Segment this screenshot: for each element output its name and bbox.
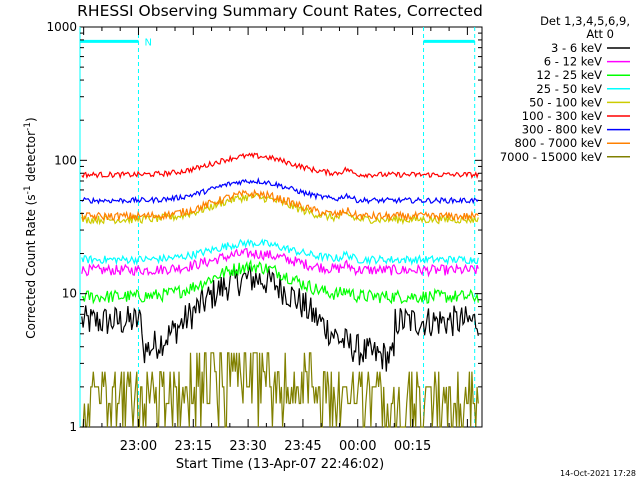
x-tick-label: 23:00 bbox=[120, 439, 157, 454]
legend-entry-label: 6 - 12 keV bbox=[544, 55, 602, 69]
series-path bbox=[81, 152, 479, 180]
series-path bbox=[81, 176, 479, 205]
legend-header-line1: Det 1,3,4,5,6,9, bbox=[540, 14, 630, 28]
x-tick-label: 00:00 bbox=[339, 439, 376, 454]
x-tick-label: 00:15 bbox=[394, 439, 431, 454]
series-path bbox=[81, 193, 479, 226]
series-path bbox=[81, 265, 479, 372]
series-line bbox=[81, 188, 479, 223]
series-line bbox=[81, 238, 479, 266]
y-axis-label-end: ) bbox=[24, 117, 38, 122]
series-line bbox=[81, 176, 479, 205]
footer-timestamp: 14-Oct-2021 17:28 bbox=[560, 469, 636, 478]
legend-entry-label: 7000 - 15000 keV bbox=[500, 150, 602, 164]
series-line bbox=[81, 248, 479, 278]
series-path bbox=[81, 352, 479, 428]
y-axis-label-sup2: -1 bbox=[23, 122, 33, 131]
chart-title: RHESSI Observing Summary Count Rates, Co… bbox=[77, 2, 483, 20]
y-axis-label-sup1: -1 bbox=[23, 185, 33, 194]
legend-entry-label: 25 - 50 keV bbox=[536, 82, 602, 96]
series-path bbox=[81, 259, 479, 305]
y-tick-label: 10 bbox=[62, 287, 77, 301]
legend-entry-label: 12 - 25 keV bbox=[536, 68, 602, 82]
night-flag-label: N bbox=[144, 37, 151, 48]
y-axis-ticks: 1 10 100 1000 bbox=[46, 20, 482, 434]
series-line bbox=[81, 152, 479, 180]
x-tick-label: 23:30 bbox=[229, 439, 266, 454]
y-axis-label-mid: detector bbox=[24, 131, 38, 186]
y-tick-label: 1000 bbox=[46, 20, 77, 34]
legend-header-line2: Att 0 bbox=[586, 27, 614, 41]
y-tick-label: 100 bbox=[54, 153, 77, 167]
y-axis-label-main: Corrected Count Rate (s bbox=[24, 194, 38, 338]
legend-entry-label: 100 - 300 keV bbox=[522, 109, 602, 123]
series-line bbox=[81, 352, 479, 428]
x-axis-label: Start Time (13-Apr-07 22:46:02) bbox=[176, 457, 384, 472]
y-tick-label: 1 bbox=[69, 420, 77, 434]
series-path bbox=[81, 248, 479, 278]
x-tick-label: 23:45 bbox=[284, 439, 321, 454]
series-line bbox=[81, 259, 479, 305]
series-path bbox=[81, 238, 479, 266]
series-path bbox=[81, 188, 479, 223]
x-tick-label: 23:15 bbox=[175, 439, 212, 454]
legend-entry-label: 300 - 800 keV bbox=[522, 123, 602, 137]
night-flags: N bbox=[79, 27, 476, 427]
plot-frame bbox=[79, 26, 483, 428]
legend-entry-label: 3 - 6 keV bbox=[551, 41, 602, 55]
series-line bbox=[81, 265, 479, 372]
legend-entry-label: 800 - 7000 keV bbox=[514, 136, 602, 150]
legend-entry-label: 50 - 100 keV bbox=[529, 95, 602, 109]
series-lines bbox=[81, 152, 479, 428]
y-axis-label: Corrected Count Rate (s-1 detector-1) bbox=[23, 117, 38, 338]
x-axis-ticks: 23:00 23:15 23:30 23:45 00:00 00:15 bbox=[83, 27, 468, 454]
series-line bbox=[81, 193, 479, 226]
